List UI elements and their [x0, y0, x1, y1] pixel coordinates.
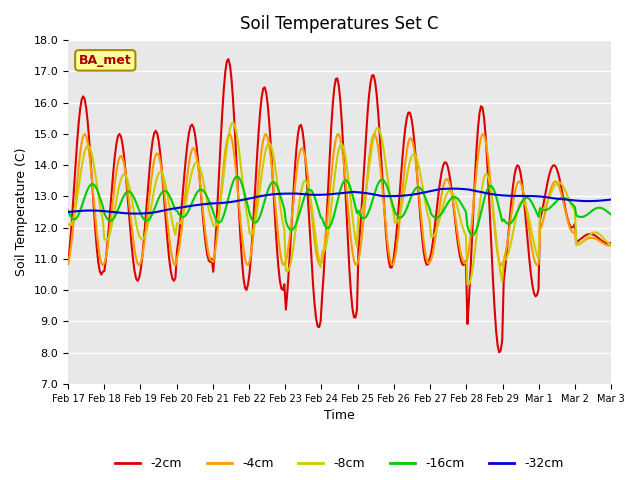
Text: BA_met: BA_met [79, 54, 132, 67]
Title: Soil Temperatures Set C: Soil Temperatures Set C [241, 15, 439, 33]
X-axis label: Time: Time [324, 409, 355, 422]
Legend: -2cm, -4cm, -8cm, -16cm, -32cm: -2cm, -4cm, -8cm, -16cm, -32cm [110, 452, 569, 475]
Y-axis label: Soil Temperature (C): Soil Temperature (C) [15, 148, 28, 276]
